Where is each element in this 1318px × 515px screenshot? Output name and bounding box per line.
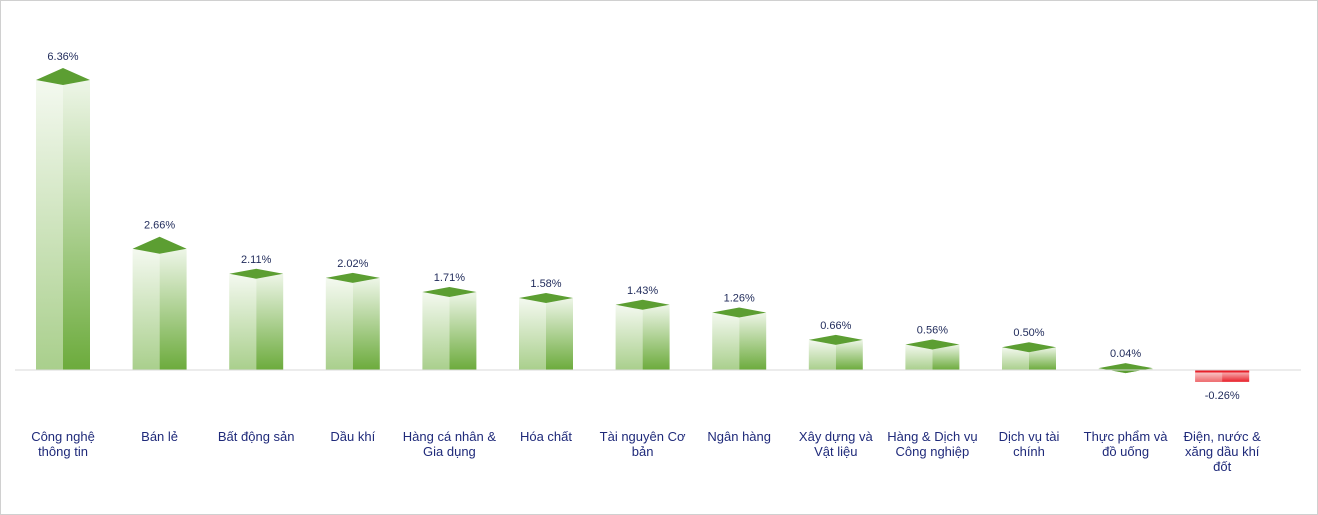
bar-face-right [642, 304, 670, 370]
value-label: 2.11% [241, 254, 272, 266]
bar-face-right [932, 344, 960, 370]
bar [1098, 363, 1153, 374]
bar-face-right [256, 273, 284, 370]
bar-face-right [546, 297, 573, 370]
value-label: 0.04% [1110, 348, 1141, 360]
bar-top [1195, 370, 1250, 373]
bar-face-right [739, 312, 767, 370]
bar-face-left [615, 304, 643, 370]
bar-top [808, 334, 863, 345]
bar [422, 287, 477, 370]
bar-face-right [159, 248, 187, 370]
category-label: Xây dựng và Vật liệu [799, 429, 874, 459]
bar-face-right [1029, 347, 1056, 370]
bar-face-left [1002, 347, 1029, 370]
value-label: 1.26% [724, 293, 755, 305]
bar-face-left [132, 248, 160, 370]
bar-top [132, 236, 187, 254]
value-label: 1.43% [627, 285, 658, 297]
bar-top [1098, 363, 1153, 374]
category-label: Hàng cá nhân & Gia dụng [403, 429, 497, 459]
bar [325, 272, 380, 370]
bar-face-left [905, 344, 933, 370]
bar-face-left [36, 79, 63, 370]
bar-top [905, 339, 960, 350]
bar-face-right [352, 277, 380, 370]
bar [905, 339, 960, 370]
value-label: 2.02% [337, 258, 368, 270]
bar-top [36, 67, 90, 85]
bar [1002, 342, 1056, 370]
category-label: Dầu khí [330, 429, 375, 444]
bar [229, 268, 284, 370]
bar [519, 292, 573, 370]
category-label: Tài nguyên Cơ bản [600, 429, 686, 459]
value-label: 0.66% [820, 320, 851, 332]
category-label: Ngân hàng [707, 429, 771, 444]
bar-face-left [1195, 370, 1223, 382]
bar-face-left [808, 339, 836, 370]
category-label: Hàng & Dịch vụ Công nghiệp [887, 429, 977, 459]
bar-top [422, 287, 477, 298]
value-label: 2.66% [144, 220, 175, 232]
value-label: 6.36% [47, 51, 78, 63]
bar-top [615, 299, 670, 310]
category-label: Điện, nước & xăng dầu khí đốt [1184, 429, 1262, 474]
value-label: 0.56% [917, 324, 948, 336]
bar [132, 236, 187, 370]
bar-face-left [422, 292, 450, 370]
bar-top [1002, 342, 1056, 353]
bar-face-left [712, 312, 740, 370]
category-label: Hóa chất [520, 429, 572, 444]
value-label: 1.58% [530, 278, 561, 290]
category-label: Bán lẻ [141, 429, 178, 444]
bar [1195, 370, 1250, 382]
bar-top [712, 307, 767, 318]
bar [808, 334, 863, 370]
bar-top [519, 292, 573, 303]
bar-face-left [229, 273, 257, 370]
value-label: 0.50% [1013, 327, 1044, 339]
bar-face-right [63, 79, 90, 370]
bar-face-right [835, 339, 863, 370]
bar-top [229, 268, 284, 279]
value-label: -0.26% [1205, 390, 1240, 402]
bar [712, 307, 767, 370]
bar-face-left [519, 297, 546, 370]
category-label: Thực phẩm và đồ uống [1084, 429, 1169, 459]
bar-top [325, 272, 380, 283]
bar-face-left [325, 277, 353, 370]
category-label: Bất động sản [218, 429, 295, 444]
bar-face-right [449, 292, 477, 370]
bar [36, 67, 90, 370]
bar [615, 299, 670, 370]
value-label: 1.71% [434, 272, 465, 284]
category-label: Công nghệ thông tin [31, 429, 95, 459]
category-label: Dịch vụ tài chính [999, 429, 1060, 459]
